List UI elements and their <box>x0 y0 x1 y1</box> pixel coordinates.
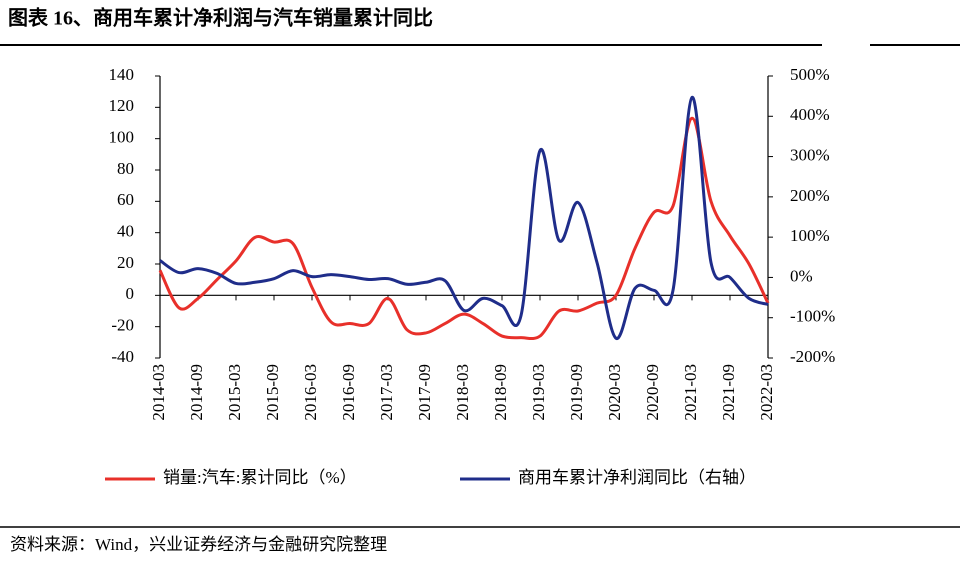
legend-label: 销量:汽车:累计同比（%） <box>163 468 357 487</box>
y-tick-label: 40 <box>117 222 134 241</box>
y2-tick-label: 300% <box>790 145 830 164</box>
y-tick-label: 100 <box>109 128 135 147</box>
y2-tick-label: 200% <box>790 186 830 205</box>
x-tick-label: 2021-09 <box>719 364 738 421</box>
chart-title: 图表 16、商用车累计净利润与汽车销量累计同比 <box>8 6 433 30</box>
legend-label: 商用车累计净利润同比（右轴） <box>518 468 756 487</box>
x-tick-label: 2016-09 <box>339 364 358 421</box>
source: 资料来源：Wind，兴业证券经济与金融研究院整理 <box>10 535 387 554</box>
y2-tick-label: 0% <box>790 266 813 285</box>
x-tick-label: 2020-09 <box>643 364 662 421</box>
y-tick-label: -40 <box>111 347 134 366</box>
y2-tick-label: -200% <box>790 347 835 366</box>
x-tick-label: 2015-09 <box>263 364 282 421</box>
x-tick-label: 2020-03 <box>605 364 624 421</box>
y-tick-label: 60 <box>117 190 134 209</box>
y2-tick-label: 100% <box>790 226 830 245</box>
y2-tick-label: 400% <box>790 105 830 124</box>
y-tick-label: -20 <box>111 316 134 335</box>
x-tick-label: 2019-09 <box>567 364 586 421</box>
y-tick-label: 80 <box>117 159 134 178</box>
x-tick-label: 2018-03 <box>453 364 472 421</box>
y-tick-label: 140 <box>109 65 135 84</box>
x-tick-label: 2019-03 <box>529 364 548 421</box>
series-line <box>159 95 769 340</box>
y2-tick-label: -100% <box>790 307 835 326</box>
x-tick-label: 2015-03 <box>225 364 244 421</box>
y2-tick-label: 500% <box>790 65 830 84</box>
y-tick-label: 120 <box>109 96 135 115</box>
x-tick-label: 2014-03 <box>149 364 168 421</box>
series-line <box>158 116 770 341</box>
x-tick-label: 2018-09 <box>491 364 510 421</box>
y-tick-label: 20 <box>117 253 134 272</box>
x-tick-label: 2016-03 <box>301 364 320 421</box>
x-tick-label: 2021-03 <box>681 364 700 421</box>
y-tick-label: 0 <box>126 284 135 303</box>
x-tick-label: 2017-09 <box>415 364 434 421</box>
x-tick-label: 2017-03 <box>377 364 396 421</box>
x-tick-label: 2022-03 <box>757 364 776 421</box>
x-tick-label: 2014-09 <box>187 364 206 421</box>
